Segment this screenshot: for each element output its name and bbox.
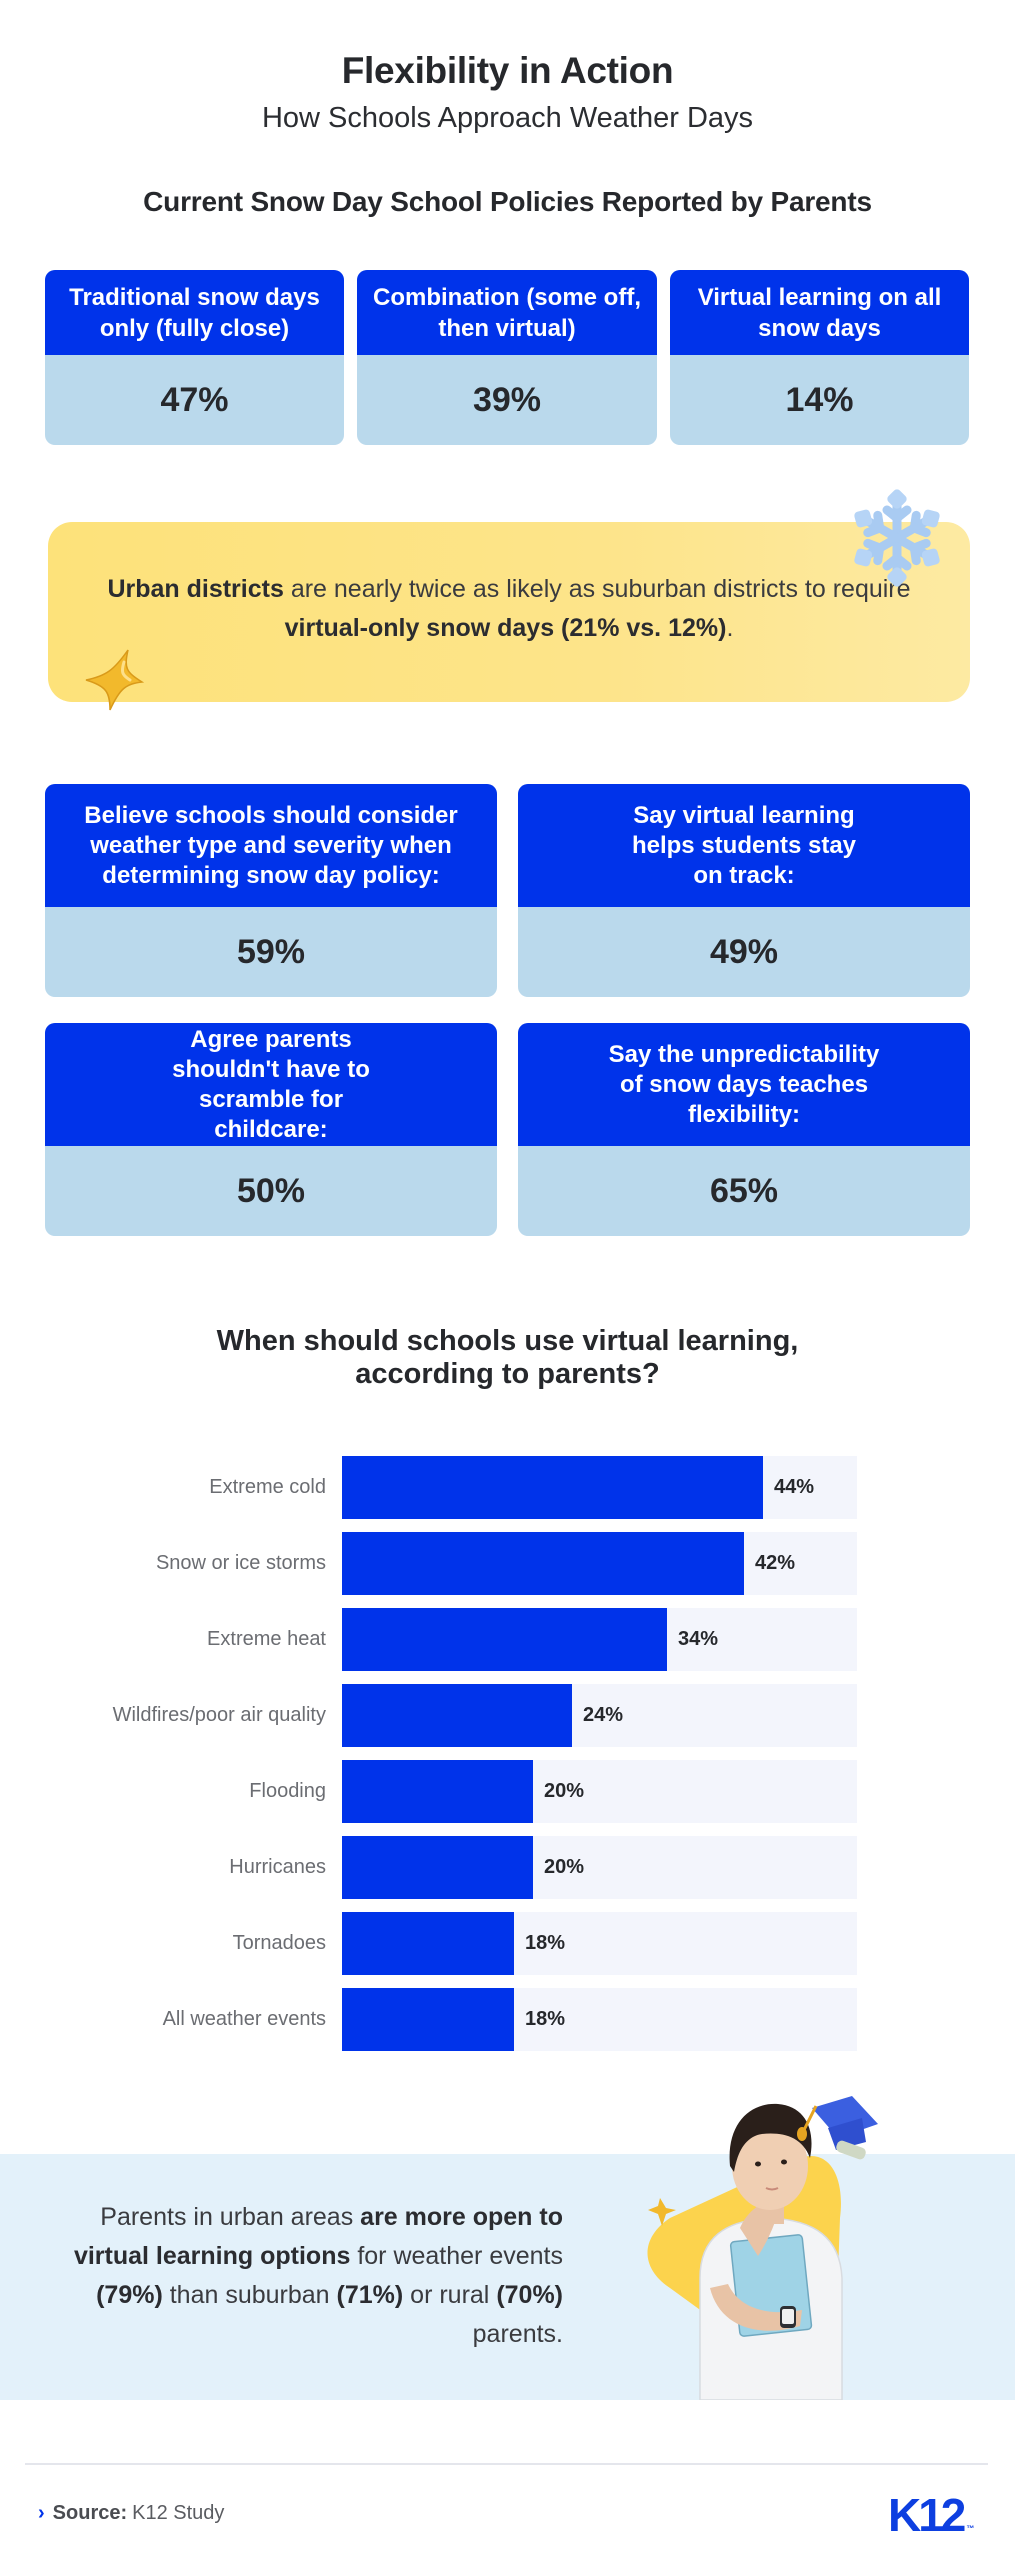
policy-card-combination: Combination (some off, then virtual) 39% xyxy=(357,270,657,445)
bar-category-label: Snow or ice storms xyxy=(155,1552,326,1574)
bar-category-label: Flooding xyxy=(249,1780,326,1802)
opinion-card-value: 59% xyxy=(236,932,306,971)
bar-fill xyxy=(342,1836,533,1899)
callout-text-1: are nearly twice as likely as suburban d… xyxy=(283,575,911,603)
chart-bar-row: Extreme heat 34% xyxy=(0,1608,1015,1671)
chart-bar-row: Wildfires/poor air quality 24% xyxy=(0,1684,1015,1747)
policy-card-label: Combination (some off, then virtual) xyxy=(357,270,657,355)
bar-value-label: 18% xyxy=(525,1932,566,1954)
policy-card-value: 39% xyxy=(472,380,542,419)
bar-value-label: 18% xyxy=(525,2008,566,2030)
chart-bar-row: Snow or ice storms 42% xyxy=(0,1532,1015,1595)
bar-category-label: Extreme heat xyxy=(207,1628,326,1650)
policy-card-virtual: Virtual learning on all snow days 14% xyxy=(670,270,969,445)
bar-fill xyxy=(342,1608,667,1671)
bar-category-label: Tornadoes xyxy=(232,1932,326,1954)
policy-card-value: 14% xyxy=(785,380,854,419)
opinion-card-weather-type: Believe schools should consider weather … xyxy=(45,784,497,997)
bar-fill xyxy=(342,1988,514,2051)
bar-track: 20% xyxy=(342,1836,857,1899)
bar-category-label: All weather events xyxy=(162,2008,326,2030)
band-text-5: parents. xyxy=(472,2320,563,2348)
callout-bold-1: Urban districts xyxy=(107,575,284,603)
bar-track: 34% xyxy=(342,1608,857,1671)
band-text-1: Parents in urban areas xyxy=(100,2203,361,2231)
opinion-card-label: Say virtual learning helps students stay… xyxy=(518,784,970,907)
bar-fill xyxy=(342,1532,744,1595)
source-value: K12 Study xyxy=(132,2501,225,2524)
bar-value-label: 20% xyxy=(544,1856,585,1878)
policy-card-value: 47% xyxy=(160,380,229,419)
chart-title: When should schools use virtual learning… xyxy=(0,1325,1015,1391)
bar-track: 24% xyxy=(342,1684,857,1747)
bar-value-label: 44% xyxy=(774,1476,815,1498)
opinion-card-on-track: Say virtual learning helps students stay… xyxy=(518,784,970,997)
bar-fill xyxy=(342,1456,763,1519)
policy-card-label: Virtual learning on all snow days xyxy=(670,270,969,355)
chart-title-text: When should schools use virtual learning… xyxy=(216,1325,799,1390)
bar-fill xyxy=(342,1912,514,1975)
urban-callout-text: Urban districts are nearly twice as like… xyxy=(48,570,970,648)
opinion-card-value: 49% xyxy=(709,932,779,971)
page-subtitle: How Schools Approach Weather Days xyxy=(261,102,754,134)
opinion-card-label: Believe schools should consider weather … xyxy=(45,784,497,907)
urban-openness-band xyxy=(0,2154,1015,2400)
chart-bar-row: Extreme cold 44% xyxy=(0,1456,1015,1519)
bar-track: 20% xyxy=(342,1760,857,1823)
trademark-mark: ™ xyxy=(966,2524,975,2533)
band-bold-4: (70%) xyxy=(496,2281,563,2309)
bar-fill xyxy=(342,1684,572,1747)
policies-section-title: Current Snow Day School Policies Reporte… xyxy=(143,186,872,217)
source-label: Source: xyxy=(52,2501,128,2524)
page-title: Flexibility in Action xyxy=(341,50,674,91)
bar-category-label: Wildfires/poor air quality xyxy=(112,1704,326,1726)
policy-card-traditional: Traditional snow days only (fully close)… xyxy=(45,270,344,445)
chart-bar-row: All weather events 18% xyxy=(0,1988,1015,2051)
opinion-card-label: Agree parents shouldn't have to scramble… xyxy=(45,1023,497,1146)
opinion-card-value: 50% xyxy=(236,1171,306,1210)
band-bold-2: (79%) xyxy=(96,2281,163,2309)
callout-text-2: . xyxy=(726,614,734,642)
source-citation: › Source: K12 Study xyxy=(38,2500,224,2526)
callout-bold-2: virtual-only snow days (21% vs. 12%) xyxy=(284,614,727,642)
band-text-2: for weather events xyxy=(350,2242,563,2270)
bar-value-label: 34% xyxy=(678,1628,719,1650)
opinion-card-value: 65% xyxy=(709,1171,779,1210)
band-bold-3: (71%) xyxy=(336,2281,404,2309)
band-text-3: than suburban xyxy=(162,2281,337,2309)
bar-value-label: 42% xyxy=(755,1552,796,1574)
bar-category-label: Extreme cold xyxy=(209,1476,326,1498)
gold-sparkle-icon xyxy=(648,2198,676,2226)
k12-logo: K12 ™ xyxy=(888,2488,974,2542)
chevron-right-icon: › xyxy=(38,2501,45,2524)
star-icon xyxy=(85,649,144,711)
bar-track: 18% xyxy=(342,1988,857,2051)
band-text-4: or rural xyxy=(403,2281,497,2309)
bar-track: 44% xyxy=(342,1456,857,1519)
opinion-card-label: Say the unpredictability of snow days te… xyxy=(518,1023,970,1146)
policy-card-label: Traditional snow days only (fully close) xyxy=(45,270,344,355)
bar-track: 42% xyxy=(342,1532,857,1595)
bar-category-label: Hurricanes xyxy=(229,1856,326,1878)
graduation-cap-icon xyxy=(797,2096,878,2160)
bar-track: 18% xyxy=(342,1912,857,1975)
chart-bar-row: Hurricanes 20% xyxy=(0,1836,1015,1899)
chart-bar-row: Tornadoes 18% xyxy=(0,1912,1015,1975)
bar-fill xyxy=(342,1760,533,1823)
chart-bar-row: Flooding 20% xyxy=(0,1760,1015,1823)
bar-value-label: 24% xyxy=(583,1704,624,1726)
footer-divider xyxy=(25,2463,988,2465)
urban-openness-text: Parents in urban areas are more open to … xyxy=(60,2198,563,2354)
logo-text: K12 xyxy=(888,2489,966,2541)
band-bold-1: are more open to virtual learning option… xyxy=(73,2203,563,2270)
student-illustration xyxy=(647,2096,878,2400)
bar-value-label: 20% xyxy=(544,1780,585,1802)
opinion-card-childcare: Agree parents shouldn't have to scramble… xyxy=(45,1023,497,1236)
opinion-card-flexibility: Say the unpredictability of snow days te… xyxy=(518,1023,970,1236)
snowflake-icon xyxy=(854,489,940,587)
urban-callout-box xyxy=(48,522,970,702)
